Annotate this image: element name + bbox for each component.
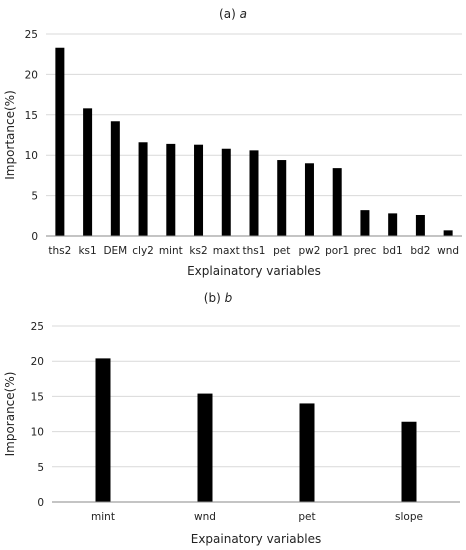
panel-b-y-tick-label: 10 bbox=[31, 427, 44, 439]
panel-a-bar bbox=[166, 143, 176, 236]
panel-a-bar bbox=[277, 160, 287, 236]
panel-b-x-axis-label: Expainatory variables bbox=[191, 532, 322, 546]
panel-a-y-axis-label: Importance(%) bbox=[3, 90, 17, 180]
panel-a-y-tick-label: 10 bbox=[25, 150, 38, 162]
panel-a-bar bbox=[55, 47, 65, 237]
panel-a-x-tick-label: pet bbox=[273, 245, 290, 257]
panel-a-x-tick-label: ks1 bbox=[78, 245, 96, 257]
panel-a-x-ticks: ths2 ks1 DEM cly2 mint ks2 maxt ths1 pet pw2 por1 p… bbox=[48, 245, 459, 257]
panel-b-title: (b) b bbox=[204, 291, 233, 305]
panel-a-x-tick-label: bd1 bbox=[383, 245, 403, 257]
panel-a-bar bbox=[249, 150, 259, 236]
panel-a-y-tick-label: 5 bbox=[31, 191, 38, 203]
panel-a-bar bbox=[110, 121, 120, 236]
panel-a-bar bbox=[332, 168, 342, 236]
panel-a-bar bbox=[415, 214, 425, 236]
panel-a-y-tick-label: 0 bbox=[31, 231, 38, 243]
panel-a: (a) a 0 5 10 15 20 25 ths2 ks1 DEM cly2 mint ks2 ma… bbox=[3, 7, 462, 278]
panel-a-bar bbox=[83, 108, 93, 236]
panel-a-x-tick-label: DEM bbox=[103, 245, 127, 257]
panel-b-y-tick-label: 0 bbox=[37, 497, 44, 509]
panel-b: (b) b 0 5 10 15 20 25 mint wnd pet slope Expaina… bbox=[3, 291, 460, 546]
panel-a-y-tick-label: 25 bbox=[25, 29, 38, 41]
panel-a-bar bbox=[138, 142, 148, 236]
panel-b-bar bbox=[299, 403, 315, 502]
panel-b-bar bbox=[401, 421, 417, 502]
panel-a-title: (a) a bbox=[219, 7, 247, 21]
panel-a-y-tick-label: 15 bbox=[25, 110, 38, 122]
panel-b-x-tick-label: pet bbox=[298, 511, 315, 523]
panel-b-y-tick-label: 15 bbox=[31, 391, 44, 403]
panel-a-x-tick-label: bd2 bbox=[410, 245, 430, 257]
panel-a-bars bbox=[55, 47, 453, 237]
panel-a-x-tick-label: ks2 bbox=[189, 245, 207, 257]
panel-b-x-tick-label: wnd bbox=[194, 511, 216, 523]
panel-a-x-tick-label: por1 bbox=[325, 245, 349, 257]
panel-a-x-tick-label: mint bbox=[159, 245, 183, 257]
panel-a-bar bbox=[360, 210, 370, 236]
panel-a-bar bbox=[304, 163, 314, 236]
panel-b-y-tick-label: 20 bbox=[31, 356, 44, 368]
panel-a-bar bbox=[388, 213, 398, 236]
panel-b-y-ticks: 0 5 10 15 20 25 bbox=[31, 321, 44, 509]
panel-a-y-tick-label: 20 bbox=[25, 69, 38, 81]
panel-a-x-tick-label: maxt bbox=[213, 245, 240, 257]
panel-b-y-tick-label: 25 bbox=[31, 321, 44, 333]
panel-a-x-axis-label: Explainatory variables bbox=[187, 264, 321, 278]
panel-a-x-tick-label: cly2 bbox=[132, 245, 154, 257]
panel-b-gridlines bbox=[52, 325, 460, 468]
panel-a-x-tick-label: prec bbox=[353, 245, 376, 257]
panel-b-bars bbox=[95, 358, 417, 502]
panel-b-y-axis-label: Imporance(%) bbox=[3, 372, 17, 457]
panel-a-bar bbox=[221, 148, 231, 236]
panel-b-x-tick-label: slope bbox=[395, 511, 423, 523]
panel-a-bar bbox=[443, 230, 453, 236]
panel-a-x-tick-label: wnd bbox=[437, 245, 459, 257]
panel-b-x-tick-label: mint bbox=[91, 511, 115, 523]
panel-b-bar bbox=[95, 358, 111, 502]
panel-b-y-tick-label: 5 bbox=[37, 462, 44, 474]
panel-a-x-tick-label: ths2 bbox=[48, 245, 71, 257]
panel-a-bar bbox=[194, 144, 204, 236]
panel-a-x-tick-label: ths1 bbox=[243, 245, 266, 257]
panel-a-x-tick-label: pw2 bbox=[298, 245, 320, 257]
panel-b-x-ticks: mint wnd pet slope bbox=[91, 511, 423, 523]
panel-b-bar bbox=[197, 393, 213, 502]
panel-a-y-ticks: 0 5 10 15 20 25 bbox=[25, 29, 38, 243]
